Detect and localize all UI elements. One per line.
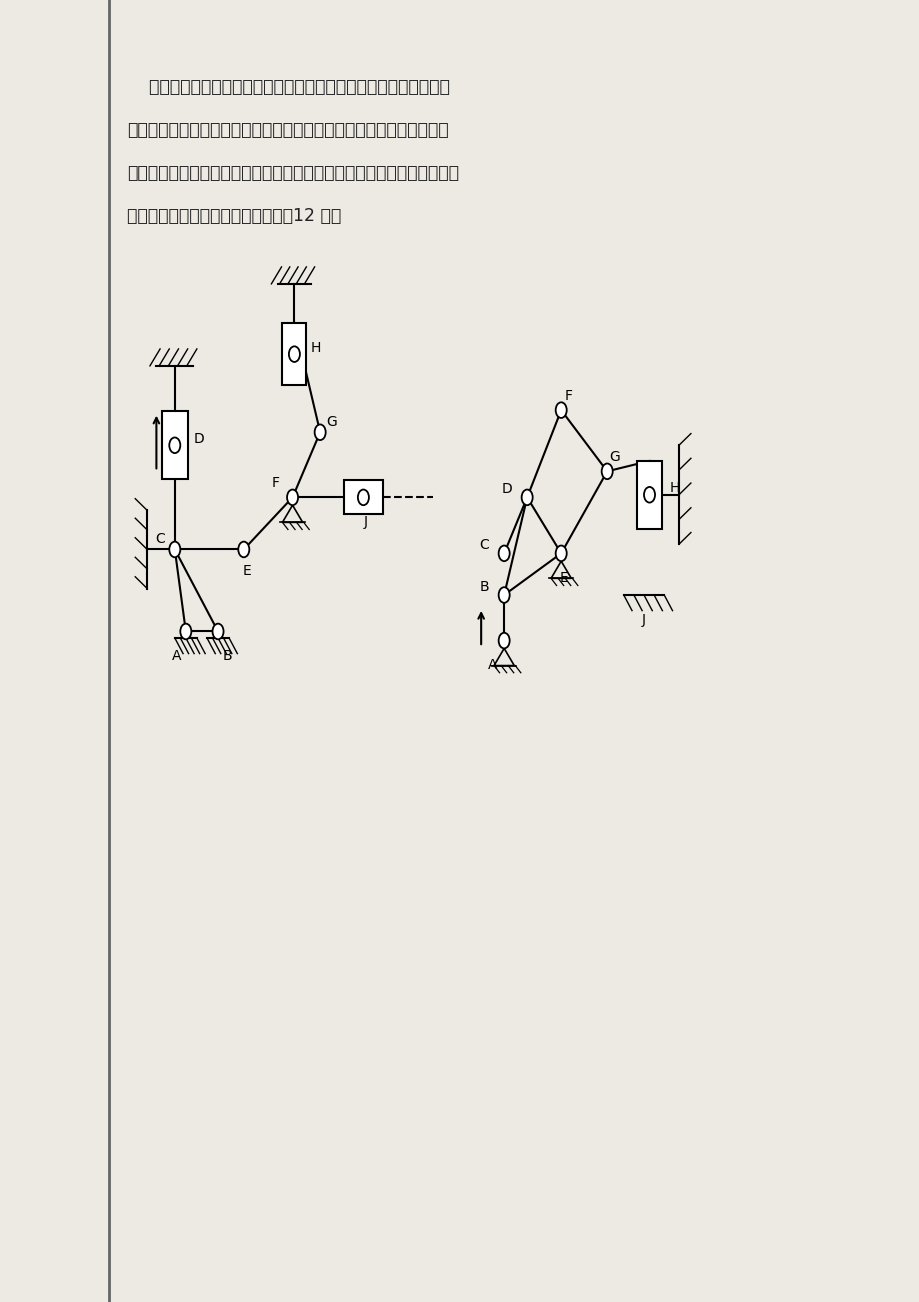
Circle shape [238,542,249,557]
Bar [636,461,662,529]
Text: D: D [193,432,204,445]
Text: A: A [172,650,181,663]
Circle shape [555,402,566,418]
Text: 一、试计算下列机构的自由度（若有复合铰链、局部自由度或虚约: 一、试计算下列机构的自由度（若有复合铰链、局部自由度或虚约 [127,78,449,96]
Text: H: H [669,482,679,495]
Circle shape [314,424,325,440]
Text: D: D [501,483,512,496]
Circle shape [289,346,300,362]
Text: G: G [325,415,336,428]
Bar [344,480,382,514]
Text: C: C [155,533,165,546]
Circle shape [357,490,369,505]
Circle shape [212,624,223,639]
Circle shape [287,490,298,505]
Text: A: A [488,659,497,672]
Bar [282,323,306,385]
Text: J: J [364,516,368,529]
Text: E: E [242,565,251,578]
Text: C: C [479,539,489,552]
Bar [162,411,187,479]
Text: E: E [559,572,568,585]
Text: 束，必须明确指出），并判断该机构运动是否确定（标有箭头的构件为: 束，必须明确指出），并判断该机构运动是否确定（标有箭头的构件为 [127,121,448,139]
Circle shape [498,633,509,648]
Text: F: F [272,477,279,490]
Text: B: B [480,581,489,594]
Circle shape [643,487,654,503]
Circle shape [521,490,532,505]
Circle shape [498,587,509,603]
Circle shape [498,546,509,561]
Text: 原动件）。若其运动是确定的，请进行杆组分析，并要求画出拆组过程，: 原动件）。若其运动是确定的，请进行杆组分析，并要求画出拆组过程， [127,164,459,182]
Text: J: J [641,613,645,626]
Text: G: G [608,450,619,464]
Circle shape [555,546,566,561]
Circle shape [169,437,180,453]
Text: H: H [311,341,321,354]
Text: B: B [222,650,232,663]
Circle shape [180,624,191,639]
Circle shape [169,542,180,557]
Text: F: F [564,389,572,402]
Circle shape [601,464,612,479]
Text: 说明各杆组的级别及机构的级别。（12 分）: 说明各杆组的级别及机构的级别。（12 分） [127,207,341,225]
